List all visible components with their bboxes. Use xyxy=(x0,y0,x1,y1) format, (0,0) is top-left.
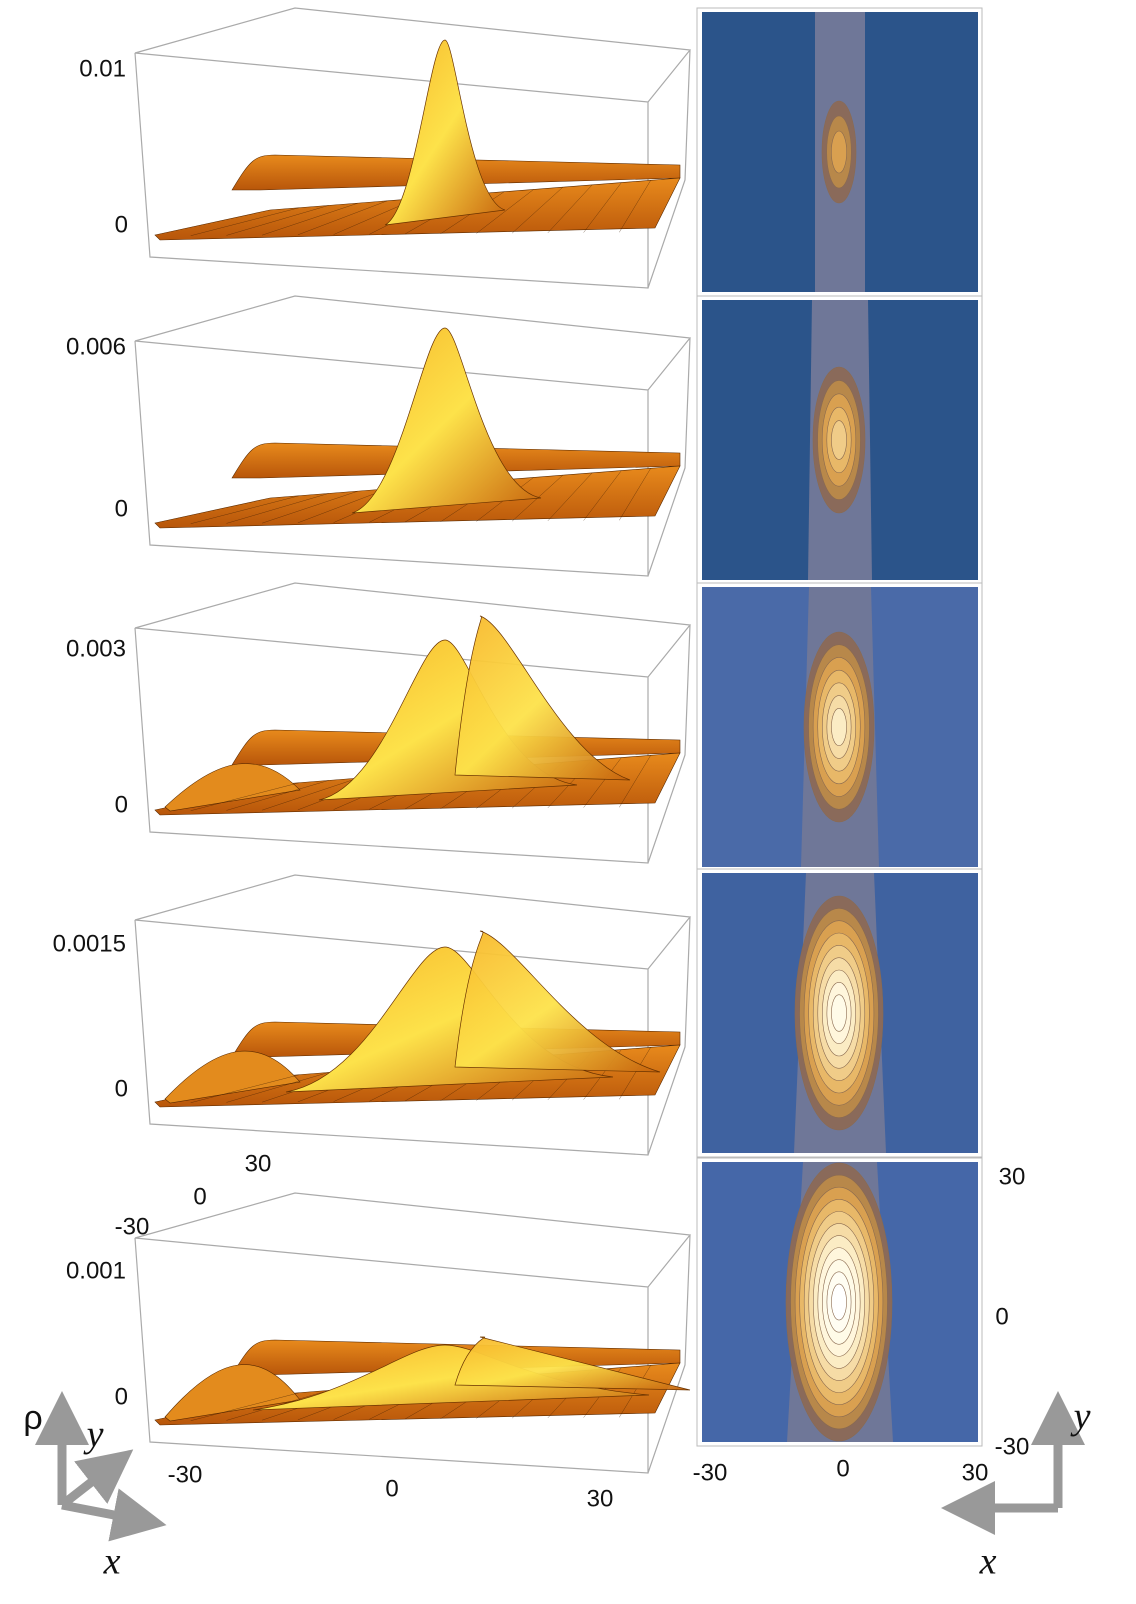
surface-grid xyxy=(190,1074,300,1103)
surface-grid xyxy=(226,780,329,811)
contour-panel xyxy=(696,7,983,297)
plot-box xyxy=(134,7,692,289)
y-tick-label: -30 xyxy=(115,1213,150,1240)
x-tick-label: 0 xyxy=(385,1475,398,1502)
x-tick-label: 30 xyxy=(962,1459,989,1486)
surface-peak xyxy=(454,930,661,1073)
axes-legend-left xyxy=(35,1391,167,1542)
plot-box xyxy=(134,1192,692,1474)
x-tick-label: 30 xyxy=(587,1485,614,1512)
axes-legend-right xyxy=(941,1391,1085,1535)
contour-panel xyxy=(696,868,983,1158)
x-tick-label: -30 xyxy=(168,1461,203,1488)
contour-level xyxy=(831,1283,847,1321)
surface-grid xyxy=(619,180,651,233)
surface-grid xyxy=(619,468,651,521)
surface-grid xyxy=(262,202,358,236)
surface-grid xyxy=(297,488,388,524)
surface-peak xyxy=(454,1336,691,1391)
surface-grid xyxy=(547,472,593,522)
z-tick-label: 0.003 xyxy=(66,635,126,662)
y-tick-label: -30 xyxy=(995,1433,1030,1460)
contour-level xyxy=(831,994,847,1032)
surface-grid xyxy=(190,495,300,524)
surface-grid xyxy=(583,470,622,521)
surface-grid xyxy=(619,1047,651,1100)
surface-side-ridge xyxy=(164,1050,301,1104)
surface-grid xyxy=(476,189,534,234)
y-label: y xyxy=(83,1414,104,1456)
z-tick-label: 0 xyxy=(115,1383,128,1410)
surface-panel: 0.001 0 xyxy=(66,1192,692,1474)
surface-grid xyxy=(226,493,329,524)
surface-peak xyxy=(351,327,542,514)
surface-grid xyxy=(226,205,329,236)
x-label: x xyxy=(103,1541,121,1583)
contour-panel xyxy=(696,1157,983,1447)
surface-grid xyxy=(226,1072,329,1103)
y-label: y xyxy=(1070,1396,1091,1438)
z-tick-label: 0.001 xyxy=(66,1257,126,1284)
rho-label: ρ xyxy=(23,1399,42,1437)
surface-grid xyxy=(511,186,564,234)
y-tick-label: 0 xyxy=(995,1303,1008,1330)
surface-peak xyxy=(384,39,506,226)
z-tick-label: 0 xyxy=(115,1075,128,1102)
surface-grid xyxy=(583,182,622,233)
surface-peak xyxy=(454,615,631,781)
surface-panel: 0.01 0 xyxy=(79,7,692,289)
x-label: x xyxy=(979,1541,997,1583)
contour-panel xyxy=(696,295,983,585)
contour-level xyxy=(831,707,847,747)
y-tick-label: 30 xyxy=(999,1163,1026,1190)
surface-grid xyxy=(190,1392,300,1421)
surface-grid xyxy=(190,782,300,811)
z-tick-label: 0.0015 xyxy=(53,930,126,957)
x-tick-label: -30 xyxy=(693,1459,728,1486)
contour-panel xyxy=(696,582,983,872)
surface-panel: 0.006 0 xyxy=(66,295,692,577)
z-tick-label: 0 xyxy=(115,495,128,522)
surface-grid xyxy=(547,184,593,234)
surface-side-ridge xyxy=(164,763,301,812)
surface-grid xyxy=(297,200,388,236)
surface-panel: 0.0015 0 xyxy=(53,874,692,1156)
surface-panel: 0.003 0 xyxy=(66,582,692,864)
surface-grid xyxy=(262,777,358,811)
surface-grid xyxy=(190,207,300,236)
z-tick-label: 0 xyxy=(115,211,128,238)
surface-grid xyxy=(583,757,622,808)
surface-grid xyxy=(619,1365,651,1418)
y-tick-label: 0 xyxy=(193,1183,206,1210)
z-tick-label: 0 xyxy=(115,791,128,818)
surface-grid xyxy=(619,755,651,808)
y-tick-label: 30 xyxy=(245,1150,272,1177)
z-tick-label: 0.01 xyxy=(79,55,126,82)
contour-level xyxy=(831,130,847,174)
contour-level xyxy=(831,420,847,460)
x-tick-label: 0 xyxy=(836,1455,849,1482)
surface-grid xyxy=(262,490,358,524)
z-tick-label: 0.006 xyxy=(66,333,126,360)
